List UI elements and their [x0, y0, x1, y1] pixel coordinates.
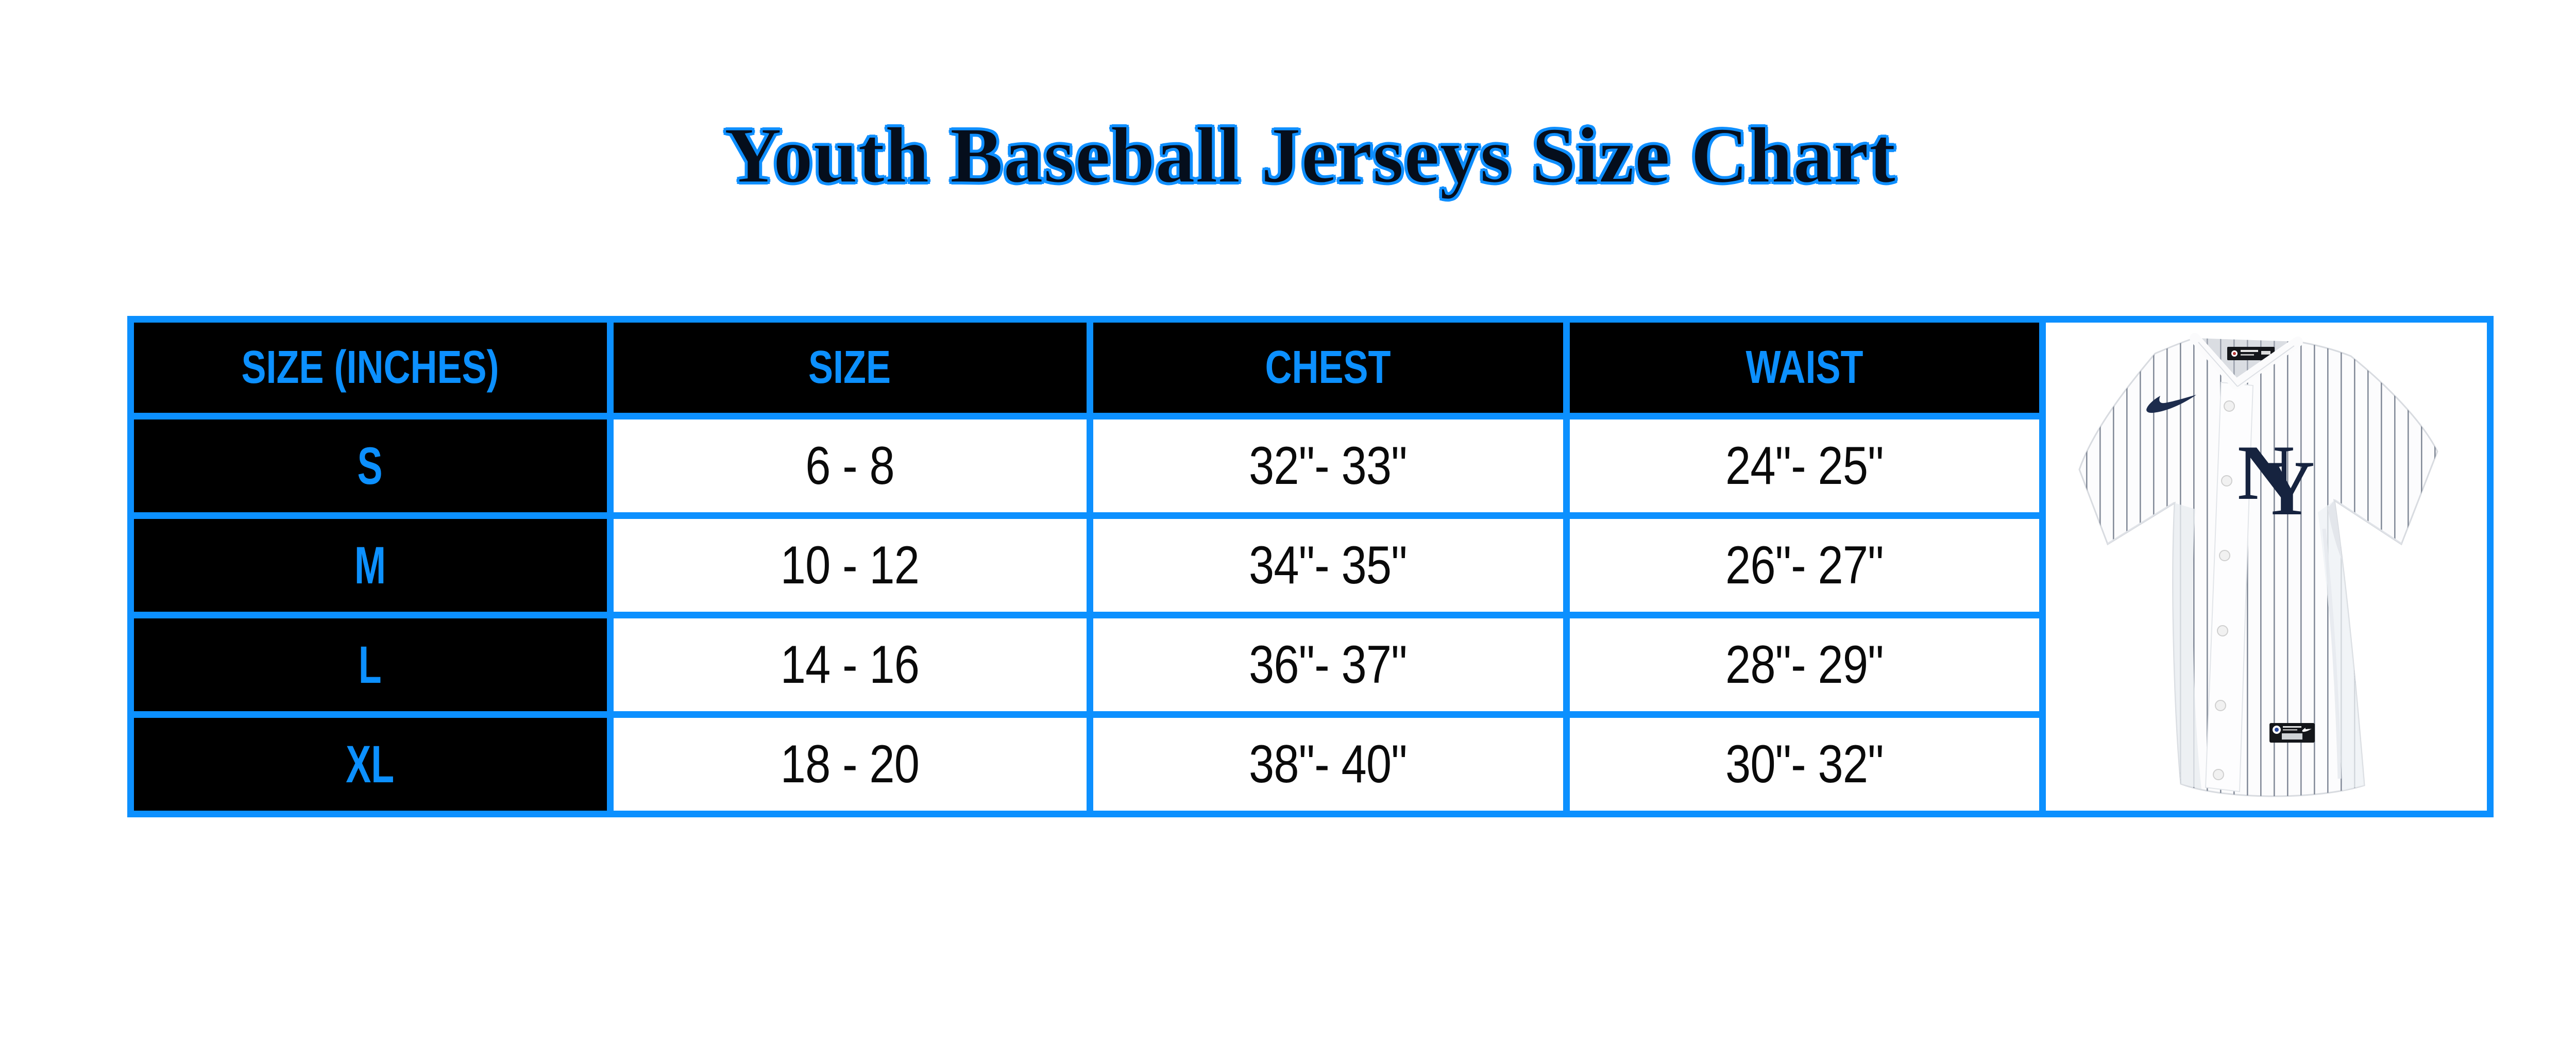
waist-value: 28"- 29" — [1725, 634, 1884, 695]
jock-tag — [2269, 723, 2315, 743]
header-cell-size: SIZE — [613, 323, 1087, 413]
waist-value: 30"- 32" — [1725, 734, 1884, 794]
page: Youth Baseball Jerseys Size Chart SIZE (… — [0, 111, 2576, 818]
button-placket — [2205, 382, 2253, 793]
header-cell-size-inches: SIZE (INCHES) — [133, 323, 607, 413]
waist-value-cell: 30"- 32" — [1569, 718, 2039, 811]
size-value: 6 - 8 — [805, 435, 894, 496]
chest-value-cell: 32"- 33" — [1093, 419, 1563, 513]
page-title: Youth Baseball Jerseys Size Chart — [724, 111, 1896, 199]
chest-value: 34"- 35" — [1249, 535, 1407, 595]
waist-value: 26"- 27" — [1725, 535, 1884, 595]
chest-value-cell: 38"- 40" — [1093, 718, 1563, 811]
size-label: XL — [346, 734, 395, 794]
header-label: WAIST — [1745, 342, 1863, 394]
size-label: L — [359, 635, 382, 694]
size-label-cell-xl: XL — [133, 718, 607, 811]
ny-logo-letter-y: Y — [2258, 445, 2315, 531]
waist-value-cell: 28"- 29" — [1569, 618, 2039, 712]
nike-swoosh-icon — [2146, 395, 2196, 413]
size-value: 18 - 20 — [780, 734, 920, 794]
size-value-cell: 14 - 16 — [613, 618, 1087, 712]
size-value: 14 - 16 — [780, 634, 920, 695]
chest-value-cell: 36"- 37" — [1093, 618, 1563, 712]
header-label: CHEST — [1265, 342, 1391, 394]
waist-value-cell: 26"- 27" — [1569, 519, 2039, 612]
chest-value: 32"- 33" — [1249, 435, 1407, 496]
header-cell-waist: WAIST — [1569, 323, 2039, 413]
size-value: 10 - 12 — [780, 535, 920, 595]
jersey-image-cell: N Y — [2045, 323, 2487, 811]
size-value-cell: 10 - 12 — [613, 519, 1087, 612]
yankees-jersey-image: N Y — [2078, 333, 2438, 797]
chest-value-cell: 34"- 35" — [1093, 519, 1563, 612]
header-label: SIZE — [808, 342, 891, 394]
header-cell-chest: CHEST — [1093, 323, 1563, 413]
yankees-ny-logo: N Y — [2238, 429, 2315, 531]
pinstripes — [2079, 338, 2437, 797]
waist-value-cell: 24"- 25" — [1569, 419, 2039, 513]
waist-value: 24"- 25" — [1725, 435, 1884, 496]
size-label: S — [357, 436, 383, 495]
header-label: SIZE (INCHES) — [241, 342, 499, 394]
size-label: M — [354, 535, 386, 595]
neck-label-tag — [2227, 347, 2275, 361]
chest-value: 36"- 37" — [1249, 634, 1407, 695]
collar-binding — [2189, 333, 2303, 390]
ny-logo-letter-n: N — [2238, 429, 2294, 516]
size-label-cell-m: M — [133, 519, 607, 612]
size-value-cell: 18 - 20 — [613, 718, 1087, 811]
jersey-buttons — [2212, 400, 2235, 781]
size-label-cell-l: L — [133, 618, 607, 712]
size-chart-table: SIZE (INCHES) SIZE CHEST WAIST — [127, 316, 2494, 818]
size-label-cell-s: S — [133, 419, 607, 513]
chest-value: 38"- 40" — [1249, 734, 1407, 794]
size-value-cell: 6 - 8 — [613, 419, 1087, 513]
